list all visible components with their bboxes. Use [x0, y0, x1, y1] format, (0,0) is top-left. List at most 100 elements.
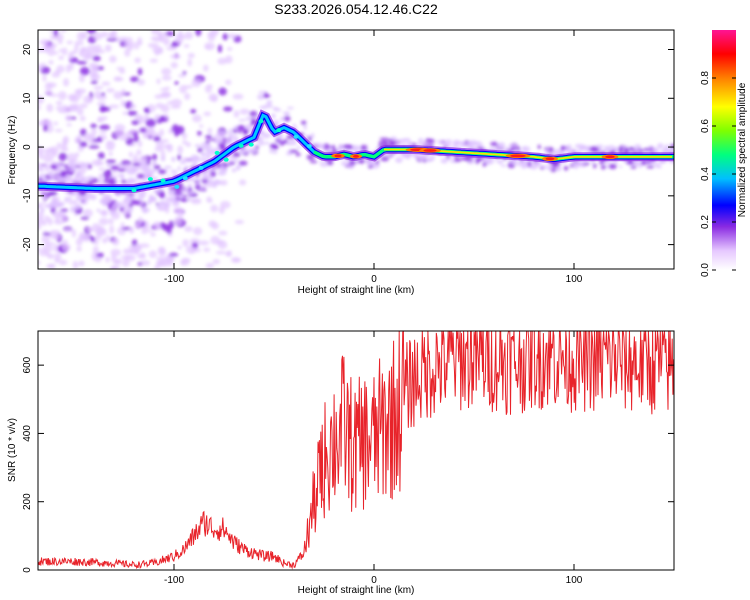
heatmap-speckle [199, 158, 208, 161]
heatmap-speckle [43, 153, 54, 163]
heatmap-speckle [205, 154, 212, 159]
heatmap-speckle [450, 144, 459, 149]
heatmap-speckle [38, 260, 41, 265]
heatmap-speckle [132, 132, 138, 137]
snr-panel: -100 0 100 0 200 400 600 Height of straight l… [7, 330, 675, 596]
heatmap-speckle [159, 259, 171, 267]
heatmap-speckle [499, 161, 503, 165]
colorbar-ticks: 0.0 0.2 0.4 0.6 0.8 [700, 71, 736, 277]
heatmap-speckle [97, 116, 103, 122]
heatmap-speckle [90, 123, 97, 129]
heatmap-speckle [542, 164, 547, 169]
heatmap-speckle [378, 141, 383, 145]
heatmap-speckle [232, 152, 241, 158]
heatmap-speckle [608, 163, 617, 170]
heatmap-speckle [108, 104, 120, 109]
colorbar: 0.0 0.2 0.4 0.6 0.8 Normalized spectral ampl… [700, 30, 748, 277]
heatmap-speckle [511, 158, 517, 165]
heatmap-speckle [286, 106, 294, 110]
heatmap-speckle [92, 44, 102, 52]
heatmap-speckle [84, 176, 92, 181]
heatmap-speckle [421, 154, 428, 158]
heatmap-speckle [452, 139, 461, 146]
heatmap-speckle [155, 102, 164, 109]
heatmap-speckle [62, 228, 74, 233]
heatmap-speckle [163, 165, 172, 169]
heatmap-speckle [131, 120, 140, 126]
heatmap-speckle [61, 47, 68, 56]
heatmap-speckle [243, 148, 252, 154]
heatmap-speckle [45, 124, 54, 133]
heatmap-speckle [181, 187, 189, 193]
heatmap-speckle [124, 42, 134, 47]
heatmap-speckle [200, 186, 207, 190]
heatmap-speckle [414, 154, 419, 159]
heatmap-speckle [249, 110, 258, 117]
heatmap-speckle [160, 87, 168, 92]
heatmap-speckle [421, 141, 431, 147]
heatmap-y-tick-label: -10 [22, 188, 33, 203]
heatmap-speckle [56, 166, 62, 171]
heatmap-speckle [155, 202, 160, 206]
heatmap-speckle [38, 105, 41, 111]
heatmap-speckle [108, 210, 117, 214]
heatmap-speckle [96, 101, 106, 107]
heatmap-speckle [38, 120, 46, 126]
heatmap-speckle [197, 147, 203, 153]
heatmap-speckle [93, 235, 102, 241]
heatmap-speckle [54, 174, 60, 179]
heatmap-speckle [179, 85, 187, 94]
heatmap-speckle [527, 161, 532, 168]
heatmap-speckle [203, 111, 211, 117]
heatmap-speckle [143, 107, 150, 113]
heatmap-speckle [207, 84, 213, 88]
heatmap-speckle [485, 160, 491, 164]
heatmap-hotspot-core [423, 149, 437, 152]
heatmap-speckle [69, 94, 77, 100]
heatmap-speckle [380, 156, 389, 162]
heatmap-speckle [153, 222, 162, 230]
heatmap-speckle [190, 109, 197, 114]
heatmap-speckle [205, 45, 211, 50]
heatmap-knot [306, 144, 312, 149]
heatmap-speckle [81, 162, 87, 168]
heatmap-speckle [481, 158, 491, 162]
heatmap-speckle [233, 159, 240, 163]
heatmap-speckle [191, 79, 202, 83]
heatmap-speckle [128, 181, 134, 185]
snr-y-tick-label: 600 [22, 356, 33, 373]
heatmap-speckle [125, 254, 136, 262]
heatmap-speckle [210, 235, 221, 245]
heatmap-speckle [454, 157, 462, 163]
heatmap-speckle [137, 173, 145, 179]
heatmap-speckle [205, 262, 215, 269]
heatmap-knot [258, 119, 264, 124]
heatmap-speckle [344, 144, 354, 149]
heatmap-speckle [57, 39, 63, 45]
heatmap-speckle [38, 49, 46, 53]
heatmap-speckle [153, 136, 161, 142]
heatmap-speckle [126, 170, 136, 175]
heatmap-speckle [170, 105, 181, 109]
heatmap-speckle [156, 78, 161, 85]
heatmap-speckle [125, 168, 130, 172]
heatmap-speckle [128, 151, 133, 158]
heatmap-speckle [109, 224, 115, 234]
heatmap-speckle [76, 60, 88, 65]
heatmap-speckle [51, 234, 61, 240]
heatmap-speckle [147, 229, 153, 233]
heatmap-speckle [319, 161, 329, 167]
heatmap-speckle [47, 47, 56, 57]
heatmap-speckle [58, 55, 65, 60]
heatmap-speckle [78, 260, 85, 267]
heatmap-speckle [552, 151, 557, 155]
heatmap-speckle [155, 256, 167, 260]
heatmap-speckle [41, 220, 47, 226]
heatmap-speckle [74, 40, 84, 46]
heatmap-speckle [91, 66, 98, 71]
heatmap-speckle [130, 199, 137, 204]
heatmap-speckle [139, 127, 148, 133]
heatmap-speckle [571, 162, 578, 166]
heatmap-speckle [76, 246, 82, 252]
